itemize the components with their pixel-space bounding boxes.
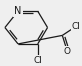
Text: N: N bbox=[14, 6, 22, 16]
Text: Cl: Cl bbox=[72, 22, 81, 31]
Text: O: O bbox=[64, 47, 71, 56]
Text: Cl: Cl bbox=[33, 56, 42, 65]
